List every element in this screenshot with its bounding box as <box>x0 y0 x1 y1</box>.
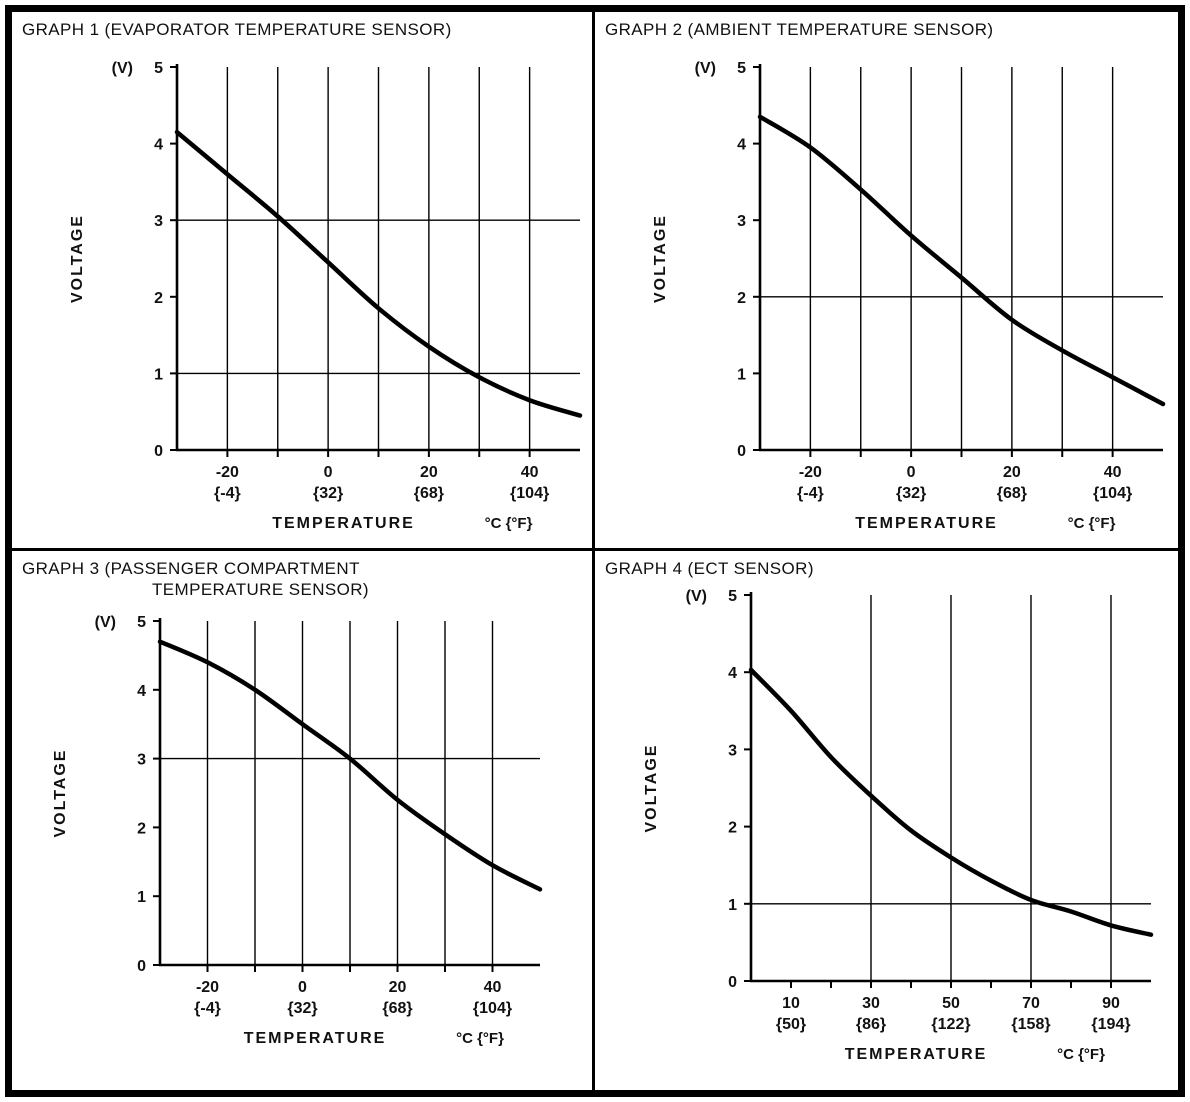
sensor-voltage-curve <box>157 639 543 892</box>
x-tick-label-celsius: 90 <box>1102 995 1120 1012</box>
y-tick-label: 0 <box>154 443 163 460</box>
y-unit-label: (V) <box>95 614 116 631</box>
x-tick-label-fahrenheit: {104} <box>1093 485 1132 502</box>
x-tick-label-celsius: 70 <box>1022 995 1040 1012</box>
x-tick-label-fahrenheit: {32} <box>896 485 926 502</box>
x-axis-label: TEMPERATURE <box>845 1046 988 1063</box>
y-tick-label: 5 <box>137 614 146 631</box>
x-axis-label: TEMPERATURE <box>244 1030 387 1047</box>
y-tick-label: 1 <box>137 889 146 906</box>
y-tick-label: 2 <box>728 820 737 837</box>
graph-title-line2: TEMPERATURE SENSOR) <box>152 580 369 600</box>
x-tick-label-fahrenheit: {122} <box>931 1016 970 1033</box>
y-unit-label: (V) <box>686 588 707 605</box>
graph-title-line1: GRAPH 2 (AMBIENT TEMPERATURE SENSOR) <box>605 20 994 39</box>
x-tick-label-celsius: 10 <box>782 995 800 1012</box>
x-unit-label: °C {°F} <box>485 515 533 532</box>
y-tick-label: 3 <box>728 742 737 759</box>
y-tick-label: 0 <box>137 958 146 975</box>
x-tick-label-fahrenheit: {194} <box>1091 1016 1130 1033</box>
y-tick-label: 5 <box>737 60 746 77</box>
x-tick-label-fahrenheit: {158} <box>1011 1016 1050 1033</box>
graph4-panel: GRAPH 4 (ECT SENSOR) 0 1 2 3 4 5 (V) 10 {50} 30 {8… <box>595 551 1178 1090</box>
x-tick-label-celsius: -20 <box>799 464 822 481</box>
y-tick-label: 1 <box>728 897 737 914</box>
ambient-temp-sensor-chart: 0 1 2 3 4 5 (V) -20 {-4} 0 {32} 20 {68} 40 {104} TEMPER… <box>652 60 1166 532</box>
y-tick-label: 3 <box>137 752 146 769</box>
graph1-panel: GRAPH 1 (EVAPORATOR TEMPERATURE SENSOR) … <box>12 12 595 551</box>
y-axis-label: VOLTAGE <box>652 214 669 303</box>
sensor-voltage-curve <box>748 667 1154 937</box>
y-tick-label: 0 <box>728 974 737 991</box>
y-tick-label: 4 <box>728 665 737 682</box>
y-tick-label: 5 <box>154 60 163 77</box>
x-tick-label-celsius: 30 <box>862 995 880 1012</box>
x-tick-label-fahrenheit: {68} <box>414 485 444 502</box>
y-tick-label: 4 <box>154 137 163 154</box>
sensor-voltage-curve <box>174 129 583 418</box>
y-axis-label: VOLTAGE <box>52 749 69 838</box>
graph2-title: GRAPH 2 (AMBIENT TEMPERATURE SENSOR) <box>605 19 993 40</box>
x-tick-label-fahrenheit: {86} <box>856 1016 886 1033</box>
x-tick-label-fahrenheit: {68} <box>382 1000 412 1017</box>
passenger-compartment-temp-sensor-chart: 0 1 2 3 4 5 (V) -20 {-4} 0 {32} 20 {68} 40 {104} TEMPER… <box>52 614 543 1047</box>
x-tick-label-celsius: 50 <box>942 995 960 1012</box>
sensor-voltage-curve <box>757 114 1166 407</box>
x-tick-label-celsius: 0 <box>298 979 307 996</box>
y-tick-label: 1 <box>154 366 163 383</box>
x-tick-label-celsius: 20 <box>389 979 407 996</box>
x-unit-label: °C {°F} <box>1057 1046 1105 1063</box>
y-tick-label: 2 <box>137 820 146 837</box>
x-axis-label: TEMPERATURE <box>855 515 998 532</box>
graph-title-line1: GRAPH 1 (EVAPORATOR TEMPERATURE SENSOR) <box>22 20 452 39</box>
x-unit-label: °C {°F} <box>1068 515 1116 532</box>
x-tick-label-celsius: 40 <box>484 979 502 996</box>
x-tick-label-fahrenheit: {32} <box>313 485 343 502</box>
x-unit-label: °C {°F} <box>456 1030 504 1047</box>
graph-title-line1: GRAPH 3 (PASSENGER COMPARTMENT <box>22 559 360 578</box>
graph3-panel: GRAPH 3 (PASSENGER COMPARTMENT TEMPERATU… <box>12 551 595 1090</box>
x-tick-label-fahrenheit: {50} <box>776 1016 806 1033</box>
x-tick-label-celsius: 0 <box>324 464 333 481</box>
y-axis-label: VOLTAGE <box>69 214 86 303</box>
graph4-title: GRAPH 4 (ECT SENSOR) <box>605 558 814 579</box>
x-tick-label-fahrenheit: {104} <box>510 485 549 502</box>
y-tick-label: 4 <box>737 137 746 154</box>
x-tick-label-fahrenheit: {32} <box>287 1000 317 1017</box>
graph-title-line1: GRAPH 4 (ECT SENSOR) <box>605 559 814 578</box>
y-axis-label: VOLTAGE <box>643 744 660 833</box>
y-tick-label: 0 <box>737 443 746 460</box>
x-tick-label-fahrenheit: {104} <box>473 1000 512 1017</box>
y-tick-label: 4 <box>137 683 146 700</box>
y-tick-label: 3 <box>737 213 746 230</box>
x-tick-label-celsius: 40 <box>1104 464 1122 481</box>
x-tick-label-fahrenheit: {-4} <box>797 485 824 502</box>
x-tick-label-fahrenheit: {-4} <box>214 485 241 502</box>
x-tick-label-celsius: 40 <box>521 464 539 481</box>
x-tick-label-celsius: 20 <box>420 464 438 481</box>
y-tick-label: 1 <box>737 366 746 383</box>
x-tick-label-fahrenheit: {-4} <box>194 1000 221 1017</box>
y-tick-label: 3 <box>154 213 163 230</box>
x-axis-label: TEMPERATURE <box>272 515 415 532</box>
x-tick-label-celsius: 0 <box>907 464 916 481</box>
graph3-title: GRAPH 3 (PASSENGER COMPARTMENT TEMPERATU… <box>22 558 369 601</box>
x-tick-label-fahrenheit: {68} <box>997 485 1027 502</box>
x-tick-label-celsius: -20 <box>216 464 239 481</box>
y-unit-label: (V) <box>695 60 716 77</box>
y-tick-label: 2 <box>737 290 746 307</box>
sensor-graphs-page: GRAPH 1 (EVAPORATOR TEMPERATURE SENSOR) … <box>5 5 1185 1097</box>
y-tick-label: 2 <box>154 290 163 307</box>
evaporator-temp-sensor-chart: 0 1 2 3 4 5 (V) -20 {-4} 0 {32} 20 {68} 40 {104} TEMPER… <box>69 60 583 532</box>
y-tick-label: 5 <box>728 588 737 605</box>
ect-sensor-chart: 0 1 2 3 4 5 (V) 10 {50} 30 {86} 50 {122} 70 {158} 90 {19… <box>643 588 1154 1063</box>
graph1-title: GRAPH 1 (EVAPORATOR TEMPERATURE SENSOR) <box>22 19 452 40</box>
x-tick-label-celsius: 20 <box>1003 464 1021 481</box>
y-unit-label: (V) <box>112 60 133 77</box>
x-tick-label-celsius: -20 <box>196 979 219 996</box>
graph2-panel: GRAPH 2 (AMBIENT TEMPERATURE SENSOR) 0 1 2… <box>595 12 1178 551</box>
